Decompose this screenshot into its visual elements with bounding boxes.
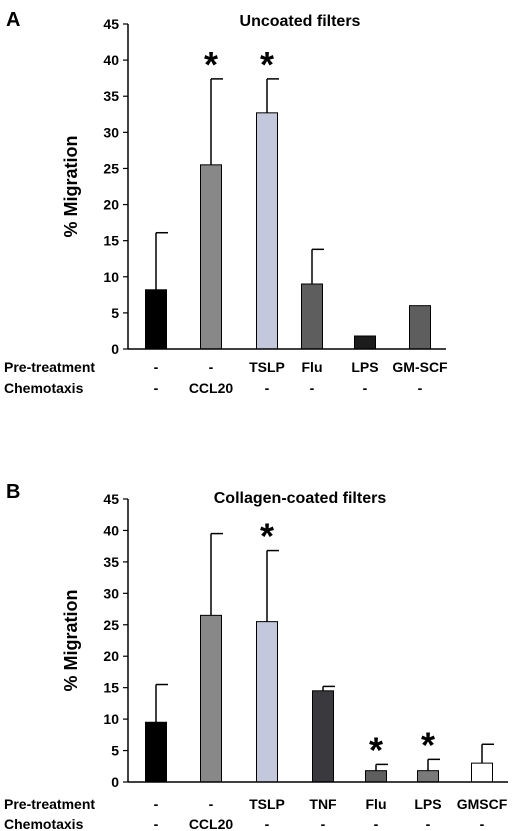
y-tick-label: 35 [103,554,119,570]
bar [256,112,278,350]
bar [145,721,167,783]
y-tick-label: 40 [103,52,119,68]
pretreatment-label: TNF [309,796,337,812]
y-tick-label: 15 [103,233,119,249]
y-tick-label: 20 [103,197,119,213]
chemotaxis-label: - [426,816,431,831]
chemotaxis-label: - [154,380,159,396]
row-label-chemotaxis: Chemotaxis [4,816,84,831]
pretreatment-label: TSLP [249,796,285,812]
chemotaxis-label: - [374,816,379,831]
bar [256,621,278,783]
significance-star: * [260,44,274,85]
y-tick-label: 10 [103,711,119,727]
bar [145,289,167,350]
y-tick-label: 15 [103,680,119,696]
pretreatment-label: Flu [366,796,387,812]
y-tick-label: 20 [103,648,119,664]
bar [365,770,387,783]
chemotaxis-label: - [265,816,270,831]
y-tick-label: 0 [111,774,119,790]
bar [312,690,334,783]
bar [200,614,222,783]
pretreatment-label: LPS [414,796,441,812]
bar [417,770,439,783]
pretreatment-label: TSLP [249,359,285,375]
y-tick-label: 25 [103,160,119,176]
y-tick-label: 45 [103,491,119,507]
panel-b: B Collagen-coated filters 0 5 10 15 20 25 30 35 40… [4,481,508,831]
significance-star: * [260,516,274,557]
pretreatment-label: GMSCF [457,796,508,812]
chemotaxis-label: - [154,816,159,831]
row-label-chemotaxis: Chemotaxis [4,380,84,396]
bar [471,762,493,783]
row-label-pretreatment: Pre-treatment [4,359,95,375]
y-tick-label: 0 [111,341,119,357]
chemotaxis-label: CCL20 [189,380,234,396]
y-tick-label: 40 [103,522,119,538]
row-label-pretreatment: Pre-treatment [4,796,95,812]
bar [354,335,376,350]
y-tick-label: 5 [111,743,119,759]
y-tick-label: 10 [103,269,119,285]
significance-star: * [421,724,435,765]
pretreatment-label: GM-SCF [392,359,448,375]
y-tick-label: 5 [111,305,119,321]
chemotaxis-label: CCL20 [189,816,234,831]
chemotaxis-label: - [418,380,423,396]
pretreatment-label: Flu [302,359,323,375]
chemotaxis-label: - [480,816,485,831]
panel-a: A Uncoated filters 0 5 10 15 20 25 30 35 40 45 % Mig… [4,9,448,396]
chemotaxis-label: - [363,380,368,396]
pretreatment-label: - [154,359,159,375]
y-tick-label: 35 [103,88,119,104]
chart-title: Collagen-coated filters [214,490,387,507]
bar [200,164,222,350]
pretreatment-label: - [209,796,214,812]
bar [301,283,323,350]
panel-letter: A [6,9,20,31]
significance-star: * [369,729,383,770]
y-tick-label: 30 [103,124,119,140]
y-axis-label: % Migration [61,590,81,692]
pretreatment-label: - [154,796,159,812]
significance-star: * [204,44,218,85]
y-axis-label: % Migration [61,136,81,238]
panel-letter: B [6,481,20,503]
y-tick-label: 45 [103,16,119,32]
pretreatment-label: LPS [351,359,378,375]
y-tick-label: 30 [103,585,119,601]
y-tick-label: 25 [103,617,119,633]
chart-title: Uncoated filters [240,13,361,30]
chemotaxis-label: - [321,816,326,831]
chemotaxis-label: - [310,380,315,396]
bar [409,305,431,350]
chemotaxis-label: - [265,380,270,396]
pretreatment-label: - [209,359,214,375]
